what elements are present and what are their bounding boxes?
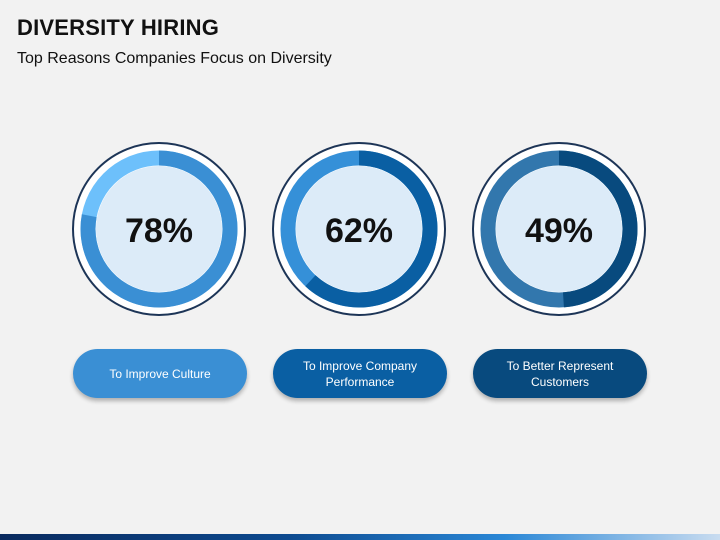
gauge-improve-culture: 78% [71,141,247,317]
label-represent-customers: To Better Represent Customers [473,349,647,398]
gauge-chart-0: 78% [72,142,246,316]
gauge-improve-performance: 62% [271,141,447,317]
label-improve-performance: To Improve Company Performance [273,349,447,398]
gauge-value-arc [80,150,238,308]
label-text: To Better Represent Customers [506,358,614,389]
gauge-inner-disc [496,166,622,292]
gauge-represent-customers: 49% [471,141,647,317]
footer-accent-bar [0,534,720,540]
gauge-inner-disc [96,166,222,292]
label-text: To Improve Company Performance [302,358,418,389]
label-improve-culture: To Improve Culture [73,349,247,398]
slide-subtitle: Top Reasons Companies Focus on Diversity [17,50,332,67]
gauge-chart-2: 49% [472,142,646,316]
gauge-value-label: 49% [525,212,593,250]
slide-title: DIVERSITY HIRING [17,15,220,40]
gauge-inner-disc [296,166,422,292]
label-text: To Improve Culture [109,366,211,381]
gauge-value-label: 78% [125,212,193,250]
gauge-chart-1: 62% [272,142,446,316]
gauge-value-label: 62% [325,212,393,250]
gauge-value-arc [558,150,638,308]
gauge-value-arc [305,150,438,308]
